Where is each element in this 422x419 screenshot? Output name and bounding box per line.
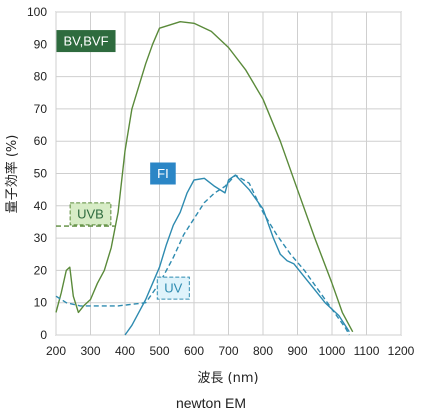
x-tick-label: 600 — [184, 344, 204, 358]
series-label-uvb: UVB — [69, 202, 112, 226]
series-label-fi: FI — [150, 162, 176, 185]
y-tick-label: 40 — [34, 199, 48, 213]
y-tick-label: 10 — [34, 296, 48, 310]
series-label-box — [156, 276, 190, 300]
y-tick-label: 100 — [27, 5, 47, 19]
series-label-text: BV,BVF — [63, 34, 108, 49]
series-label-text: FI — [157, 166, 169, 181]
series-line-bv-bvf — [55, 21, 354, 333]
series-label-text: UVB — [77, 206, 104, 221]
y-tick-label: 80 — [34, 70, 48, 84]
series-line-fi — [124, 174, 350, 336]
series-layer — [55, 21, 354, 336]
y-tick-label: 90 — [34, 37, 48, 51]
x-tick-label: 200 — [46, 344, 66, 358]
x-tick-label: 700 — [218, 344, 238, 358]
y-tick-label: 20 — [34, 263, 48, 277]
y-tick-label: 0 — [40, 328, 47, 342]
series-label-uv: UV — [156, 276, 190, 300]
y-tick-label: 30 — [34, 231, 48, 245]
x-tick-label: 900 — [287, 344, 307, 358]
x-tick-label: 300 — [80, 344, 100, 358]
y-axis-title: 量子効率 (%) — [4, 135, 20, 214]
x-tick-labels: 200 300 400 500 600 700 800 900 1000 1100 1200 — [46, 344, 415, 358]
y-tick-label: 70 — [34, 102, 48, 116]
series-label-box — [69, 202, 112, 226]
x-axis-title: 波長 (nm) — [197, 371, 258, 386]
y-tick-label: 50 — [34, 167, 48, 181]
x-tick-label: 400 — [115, 344, 135, 358]
x-tick-label: 1100 — [354, 344, 380, 358]
series-line-uv — [55, 174, 350, 336]
series-label-box — [56, 30, 116, 53]
x-tick-label: 1200 — [388, 344, 415, 358]
series-label-bv-bvf: BV,BVF — [56, 30, 116, 53]
chart-caption: newton EM — [175, 395, 247, 411]
y-tick-labels: 0 10 20 30 40 50 60 70 80 90 100 — [27, 5, 47, 342]
y-tick-label: 60 — [34, 134, 48, 148]
x-tick-label: 1000 — [319, 344, 346, 358]
x-tick-label: 800 — [253, 344, 273, 358]
series-label-text: UV — [164, 281, 182, 296]
x-tick-label: 500 — [149, 344, 169, 358]
series-label-layer: BV,BVF UVB FI UV — [56, 30, 190, 300]
series-label-box — [150, 162, 176, 185]
